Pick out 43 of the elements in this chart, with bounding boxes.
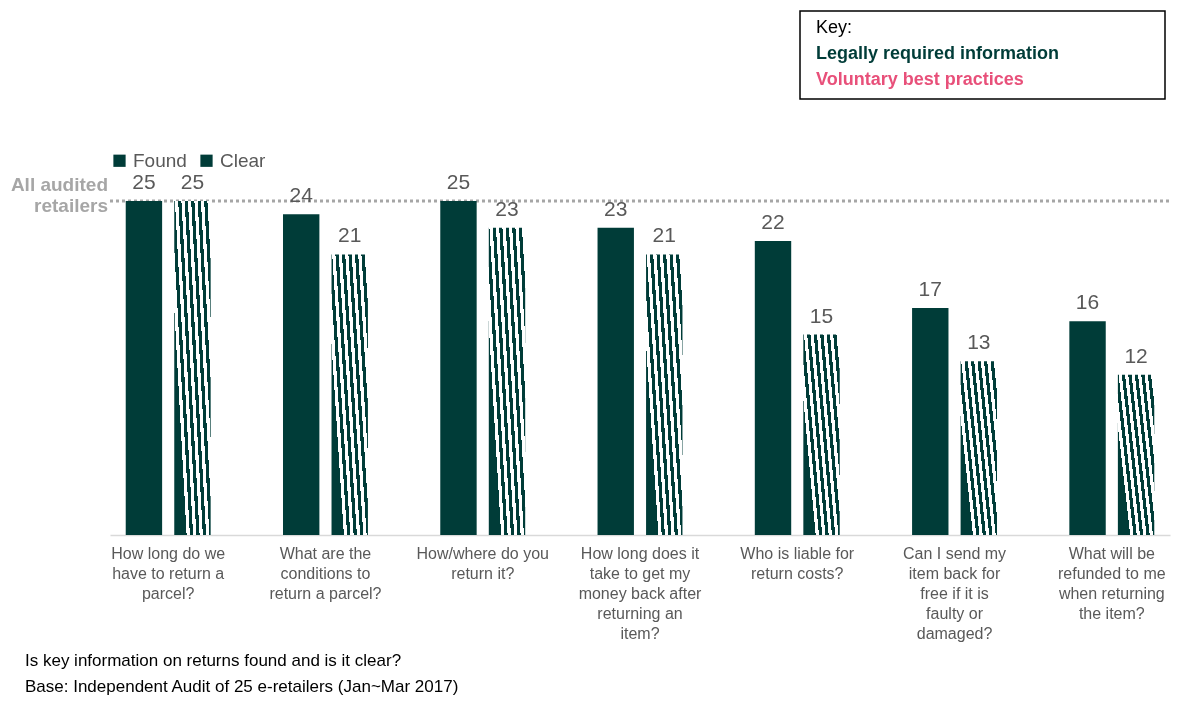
data-label: 21: [338, 223, 362, 247]
data-label: 25: [180, 170, 205, 193]
x-tick-label: How long does it take to get my money back after returning an item?: [578, 544, 703, 642]
x-tick-label: How long do we have to return a parcel?: [111, 544, 226, 602]
data-label: 23: [495, 196, 519, 220]
x-tick-label: What will be refunded to me when returning the item?: [1057, 544, 1166, 622]
x-tick-label: How/where do you return it?: [416, 544, 549, 582]
bar: [803, 334, 840, 535]
text: Legally required information: [816, 43, 1060, 63]
data-label: 25: [132, 170, 156, 193]
data-label: 17: [918, 276, 942, 300]
bar: [174, 201, 211, 535]
bar: [912, 307, 949, 535]
text: Key:: [816, 17, 853, 37]
data-label: 22: [761, 210, 785, 234]
bar: [125, 201, 163, 535]
data-label: 23: [604, 196, 628, 220]
bar: [283, 214, 320, 535]
x-tick-label: Can I send my item back for free if it is faulty or damaged?: [902, 544, 1007, 642]
legend-label: Clear: [220, 149, 267, 171]
data-label: 16: [1075, 290, 1100, 314]
x-tick-label: Who is liable for return costs?: [740, 544, 855, 582]
bar: [488, 227, 526, 535]
bar: [960, 361, 997, 535]
bar: [1069, 321, 1106, 535]
data-label: 25: [446, 170, 471, 193]
data-label: 21: [652, 223, 676, 247]
text: Base: Independent Audit of 25 e-retailers (Jan~Mar 2017): [25, 677, 459, 696]
bar: [440, 201, 477, 535]
bar: [1117, 374, 1155, 535]
bar: [597, 227, 634, 535]
text: Is key information on returns found and is it clear?: [25, 651, 402, 670]
data-label: 13: [967, 330, 991, 354]
data-label: 15: [809, 303, 834, 327]
legend-label: Found: [133, 149, 187, 171]
data-label: 24: [289, 183, 314, 207]
ref-line-label: All audited retailers: [10, 174, 108, 216]
x-tick-label: What are the conditions to return a parcel?: [269, 544, 382, 602]
bar: [331, 254, 368, 535]
bar: [646, 254, 683, 535]
text: Voluntary best practices: [816, 69, 1024, 89]
bar: [754, 241, 792, 535]
data-label: 12: [1124, 343, 1148, 367]
